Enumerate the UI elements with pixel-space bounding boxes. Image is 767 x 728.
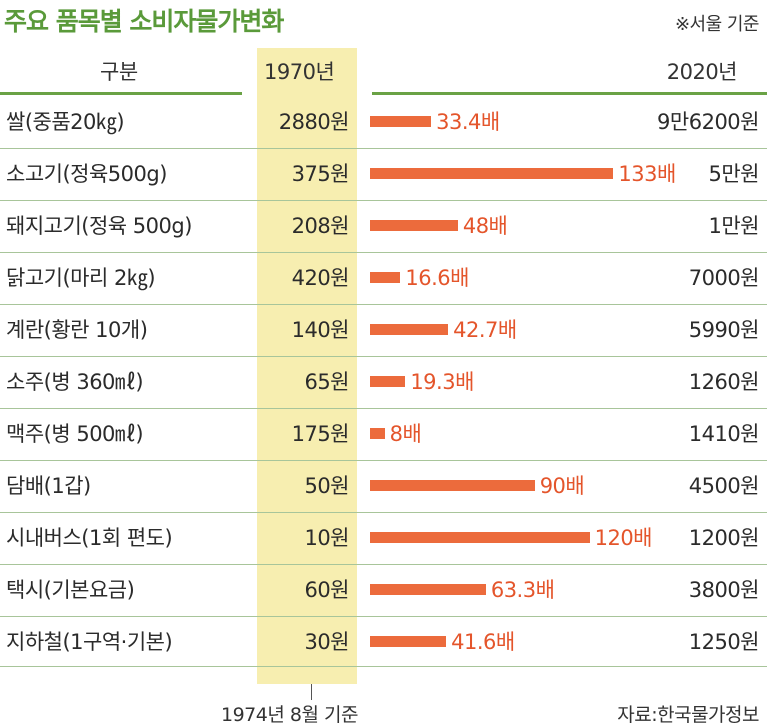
price-2020: 1250원 [688,630,760,654]
item-label: 닭고기(마리 2㎏) [6,266,156,290]
table-row: 닭고기(마리 2㎏) 420원 16.6배 7000원 [0,252,767,304]
multiplier-bar [370,272,401,283]
price-2020: 1260원 [688,370,760,394]
price-2020: 9만6200원 [657,110,759,134]
multiplier-bar [370,324,449,335]
row-divider [0,252,767,253]
row-divider [0,304,767,305]
note-1970-basis: 1974년 8월 기준 [221,704,358,726]
multiplier-label: 120배 [594,526,653,550]
table-row: 시내버스(1회 편도) 10원 120배 1200원 [0,512,767,564]
price-2020: 1200원 [688,526,760,550]
price-2020: 1410원 [688,422,760,446]
item-label: 시내버스(1회 편도) [6,526,173,550]
price-1970: 175원 [291,422,350,446]
chart-title: 주요 품목별 소비자물가변화 [4,7,284,36]
multiplier-bar [370,480,535,491]
multiplier-label: 63.3배 [490,578,555,602]
item-label: 소주(병 360㎖) [6,370,144,394]
table-row: 담배(1갑) 50원 90배 4500원 [0,460,767,512]
multiplier-bar [370,584,486,595]
region-note: ※서울 기준 [674,14,760,35]
multiplier-label: 16.6배 [405,266,469,290]
price-1970: 140원 [291,318,350,342]
multiplier-bar [370,116,432,127]
table-row: 지하철(1구역·기본) 30원 41.6배 1250원 [0,616,767,668]
item-label: 담배(1갑) [6,474,91,498]
multiplier-label: 90배 [539,474,585,498]
multiplier-bar [370,636,447,647]
price-1970: 50원 [304,474,349,498]
price-2020: 4500원 [688,474,760,498]
table-row: 택시(기본요금) 60원 63.3배 3800원 [0,564,767,616]
price-1970: 208원 [291,214,350,238]
multiplier-bar [370,220,458,231]
table-row: 돼지고기(정육 500g) 208원 48배 1만원 [0,200,767,252]
table-row: 소고기(정육500g) 375원 133배 5만원 [0,148,767,200]
item-label: 택시(기본요금) [6,578,135,602]
row-divider [0,148,767,149]
price-1970: 420원 [291,266,350,290]
multiplier-bar [370,428,385,439]
table-row: 쌀(중품20㎏) 2880원 33.4배 9만6200원 [0,96,767,148]
row-divider [0,564,767,565]
table-row: 계란(황란 10개) 140원 42.7배 5990원 [0,304,767,356]
multiplier-label: 48배 [462,214,508,238]
item-label: 돼지고기(정육 500g) [6,214,192,238]
price-1970: 10원 [304,526,349,550]
row-divider [0,616,767,617]
table-row: 소주(병 360㎖) 65원 19.3배 1260원 [0,356,767,408]
multiplier-bar [370,168,614,179]
row-divider [0,200,767,201]
price-2020: 5990원 [688,318,760,342]
note-tick [311,684,312,700]
header-2020: 2020년 [666,60,738,84]
price-1970: 60원 [304,578,349,602]
row-divider [0,512,767,513]
header-item: 구분 [100,60,138,84]
multiplier-bar [370,376,406,387]
item-label: 소고기(정육500g) [6,162,167,186]
header-1970: 1970년 [264,60,335,84]
price-1970: 65원 [304,370,349,394]
multiplier-label: 8배 [389,422,422,446]
multiplier-label: 33.4배 [436,110,500,134]
row-divider [0,666,767,667]
price-1970: 30원 [304,630,349,654]
multiplier-label: 42.7배 [453,318,517,342]
header-rule-right [372,92,767,95]
source-note: 자료:한국물가정보 [617,704,759,726]
item-label: 계란(황란 10개) [6,318,148,342]
multiplier-bar [370,532,590,543]
table-row: 맥주(병 500㎖) 175원 8배 1410원 [0,408,767,460]
price-2020: 7000원 [688,266,760,290]
header-rule-left [0,92,242,95]
price-2020: 1만원 [708,214,759,238]
multiplier-label: 41.6배 [451,630,515,654]
price-1970: 375원 [291,162,350,186]
multiplier-label: 19.3배 [410,370,474,394]
row-divider [0,356,767,357]
row-divider [0,408,767,409]
row-divider [0,460,767,461]
col-1970-highlight [257,48,357,684]
price-1970: 2880원 [278,110,350,134]
item-label: 지하철(1구역·기본) [6,630,173,654]
item-label: 맥주(병 500㎖) [6,422,144,446]
price-2020: 3800원 [688,578,760,602]
multiplier-label: 133배 [618,162,676,186]
item-label: 쌀(중품20㎏) [6,110,125,134]
price-2020: 5만원 [708,162,759,186]
